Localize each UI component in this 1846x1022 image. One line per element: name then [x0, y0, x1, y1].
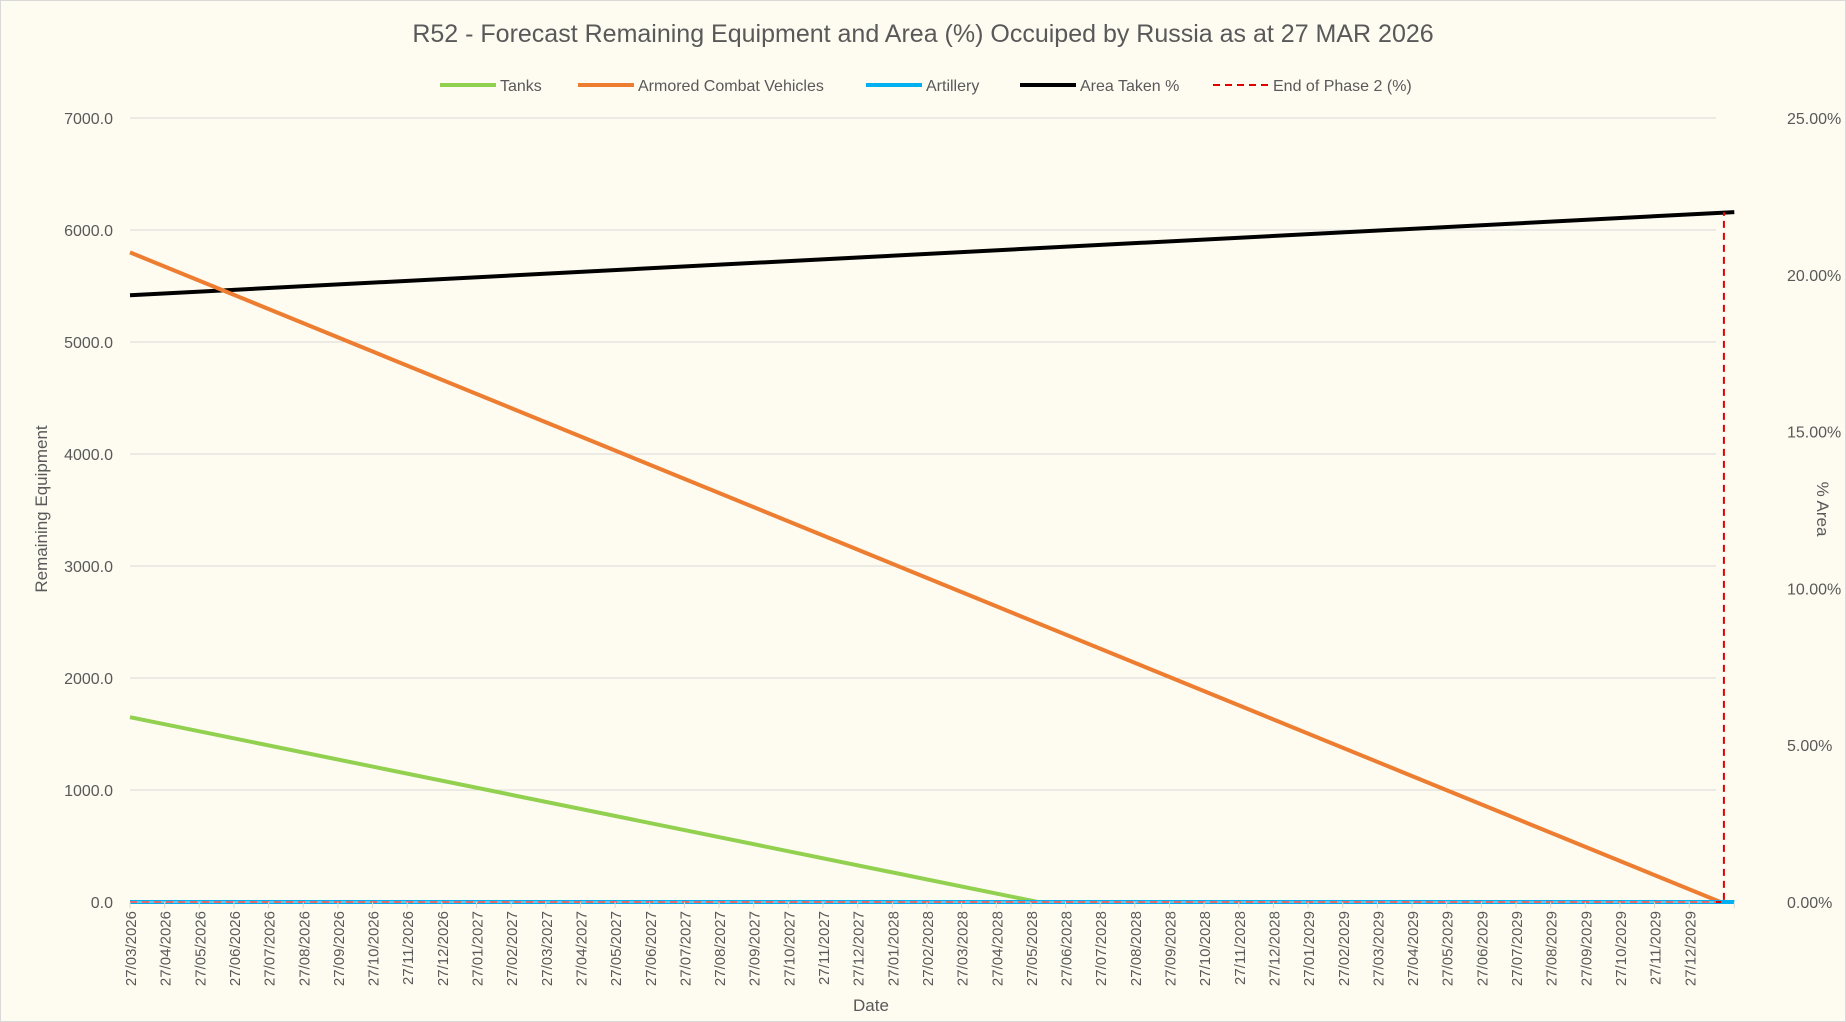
legend: Tanks Armored Combat Vehicles Artillery Are…: [440, 78, 1412, 95]
x-tick-label: 27/09/2028: [1163, 911, 1180, 986]
x-tick-label: 27/12/2028: [1266, 911, 1283, 986]
y2-tick-label: 10.00%: [1787, 581, 1841, 598]
x-tick-label: 27/10/2028: [1197, 911, 1214, 986]
x-axis-label: Date: [853, 996, 889, 1015]
x-tick-label: 27/12/2026: [435, 911, 452, 986]
x-tick-label: 27/03/2029: [1370, 911, 1387, 986]
x-tick-label: 27/08/2028: [1128, 911, 1145, 986]
x-tick-label: 27/05/2028: [1024, 911, 1041, 986]
x-tick-label: 27/10/2029: [1613, 911, 1630, 986]
x-tick-label: 27/01/2027: [470, 911, 487, 986]
x-tick-label: 27/05/2026: [192, 911, 209, 986]
x-tick-label: 27/11/2026: [400, 911, 417, 985]
legend-label-artillery: Artillery: [926, 78, 979, 95]
x-tick-label: 27/04/2026: [158, 911, 175, 986]
x-tick-label: 27/12/2029: [1682, 911, 1699, 986]
x-tick-label: 27/03/2027: [539, 911, 556, 986]
series-line-area-taken: [129, 210, 1735, 298]
x-tick-label: 27/09/2026: [331, 911, 348, 986]
x-tick-label: 27/07/2029: [1509, 911, 1526, 986]
x-tick-label: 27/04/2027: [573, 911, 590, 986]
axes: 0.0 1000.0 2000.0 3000.0 4000.0 5000.0 6000.0 7…: [64, 111, 1841, 986]
y2-tick-label: 25.00%: [1787, 111, 1841, 128]
x-tick-label: 27/02/2028: [920, 911, 937, 986]
legend-label-tanks: Tanks: [500, 78, 542, 95]
y-tick-label: 2000.0: [64, 671, 113, 688]
x-tick-label: 27/01/2029: [1301, 911, 1318, 986]
x-tick-label: 27/07/2027: [677, 911, 694, 986]
x-tick-label: 27/02/2027: [504, 911, 521, 986]
series-line-armored-combat-vehicles: [129, 250, 1722, 904]
x-tick-label: 27/08/2029: [1544, 911, 1561, 986]
x-tick-label: 27/07/2028: [1093, 911, 1110, 986]
legend-label-end-of-phase-2: End of Phase 2 (%): [1273, 78, 1412, 95]
y-tick-label: 7000.0: [64, 111, 113, 128]
x-tick-label: 27/06/2026: [227, 911, 244, 986]
x-tick-label: 27/06/2028: [1059, 911, 1076, 986]
y-axis-label: Remaining Equipment: [32, 425, 51, 593]
x-tick-label: 27/06/2029: [1474, 911, 1491, 986]
x-tick-label: 27/11/2029: [1648, 911, 1665, 985]
y2-tick-label: 0.00%: [1787, 895, 1832, 912]
y2-tick-label: 20.00%: [1787, 268, 1841, 285]
x-tick-label: 27/05/2027: [608, 911, 625, 986]
x-tick-label: 27/09/2027: [747, 911, 764, 986]
y2-tick-label: 15.00%: [1787, 425, 1841, 442]
chart-title: R52 - Forecast Remaining Equipment and A…: [412, 20, 1433, 48]
x-tick-label: 27/08/2027: [712, 911, 729, 986]
x-tick-label: 27/11/2027: [816, 911, 833, 985]
y-tick-label: 0.0: [91, 895, 113, 912]
x-tick-label: 27/04/2029: [1405, 911, 1422, 986]
x-tick-label: 27/07/2026: [262, 911, 279, 986]
x-tick-label: 27/10/2027: [781, 911, 798, 986]
x-tick-label: 27/11/2028: [1232, 911, 1249, 985]
gridlines: [130, 117, 1716, 791]
x-tick-label: 27/08/2026: [296, 911, 313, 986]
y-tick-label: 1000.0: [64, 783, 113, 800]
x-tick-label: 27/06/2027: [643, 911, 660, 986]
x-tick-label: 27/12/2027: [851, 911, 868, 986]
legend-label-area-taken: Area Taken %: [1080, 78, 1179, 95]
y-tick-label: 6000.0: [64, 223, 113, 240]
x-tick-label: 27/09/2029: [1578, 911, 1595, 986]
y2-tick-label: 5.00%: [1787, 738, 1832, 755]
x-tick-label: 27/05/2029: [1440, 911, 1457, 986]
y2-axis-label: % Area: [1813, 482, 1832, 537]
x-tick-label: 27/03/2028: [955, 911, 972, 986]
x-tick-label: 27/04/2028: [989, 911, 1006, 986]
x-tick-label: 27/10/2026: [366, 911, 383, 986]
y-tick-label: 5000.0: [64, 335, 113, 352]
legend-label-armored-combat-vehicles: Armored Combat Vehicles: [638, 78, 824, 95]
x-tick-label: 27/01/2028: [885, 911, 902, 986]
x-tick-label: 27/03/2026: [123, 911, 140, 986]
x-tick-label: 27/02/2029: [1336, 911, 1353, 986]
y-tick-label: 4000.0: [64, 447, 113, 464]
y-tick-label: 3000.0: [64, 559, 113, 576]
